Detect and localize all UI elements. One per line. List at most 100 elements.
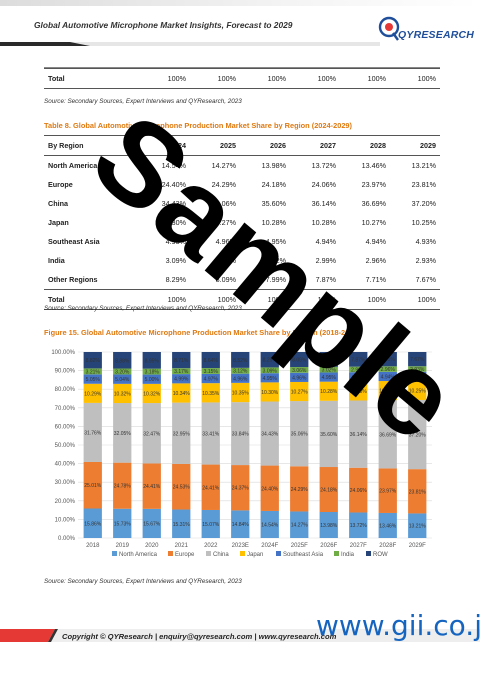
bar-segment [378,468,397,513]
table-cell: 2.96% [365,256,386,265]
bar-segment [231,510,250,538]
bar-segment [231,465,250,511]
bar-segment [378,371,397,382]
data-label: 24.41% [202,485,220,491]
data-label: 4.94% [381,374,396,380]
y-tick-label: 80.00% [55,387,76,393]
data-label: 8.29% [263,358,278,364]
bar-segment [319,352,338,367]
data-label: 15.31% [173,522,191,528]
y-tick-label: 20.00% [55,499,76,505]
legend-label: China [213,552,229,558]
table-cell: China [48,199,68,208]
table-cell: 7.99% [265,275,286,284]
bar-segment [83,402,102,462]
bar-segment [113,368,132,375]
data-label: 3.18% [145,370,160,376]
source-note: Source: Secondary Sources, Expert Interv… [44,305,242,312]
table-cell: 24.40% [161,180,186,189]
table-cell: 4.94% [315,237,336,246]
table-cell: 3.09% [165,256,186,265]
bar-segment [113,508,132,538]
table-cell: 3.06% [215,256,236,265]
x-tick-label: 2019 [116,543,130,549]
table-cell: 14.54% [161,161,186,170]
legend-label: Southeast Asia [283,552,324,558]
table-cell: 100% [190,68,240,89]
data-label: 10.35% [232,391,250,397]
data-label: 7.87% [351,357,366,363]
legend-label: North America [119,552,158,558]
data-label: 3.09% [263,368,278,374]
market-share-table: By Region 2024 2025 2026 2027 2028 2029 … [44,135,440,310]
data-label: 14.54% [261,522,279,528]
data-label: 7.71% [381,357,396,363]
bar-segment [260,367,279,374]
y-tick-label: 60.00% [55,424,76,430]
figure-caption: Figure 15. Global Automotive Microphone … [44,328,360,337]
bar-segment [319,381,338,401]
x-tick-label: 2022 [204,543,218,549]
data-label: 33.84% [232,432,250,438]
bar-segment [378,400,397,469]
bar-segment [83,508,102,538]
data-label: 10.28% [320,389,338,395]
bar-segment [142,403,161,464]
table-cell: 35.06% [211,199,236,208]
header-band [0,0,480,46]
table-caption: Table 8. Global Automotive Microphone Pr… [44,121,353,130]
stacked-bar-chart: 0.00% 10.00% 20.00% 30.00% 40.00% 50.00% 60.00… [51,350,432,558]
data-label: 3.17% [174,369,189,375]
y-tick-label: 100.00% [51,350,75,356]
table-cell: Southeast Asia [48,237,100,246]
legend-swatch [240,551,245,556]
data-label: 14.27% [291,523,309,529]
qyresearch-logo [378,16,400,41]
data-label: 24.41% [143,484,161,490]
logo-text: QYRESEARCH [398,29,475,41]
data-label: 36.14% [350,432,368,438]
data-label: 8.71% [174,358,189,364]
table-cell: 23.97% [361,180,386,189]
bar-segment [172,463,191,510]
bar-segment [172,402,191,464]
table-cell: 8.09% [215,275,236,284]
bar-segment [349,352,368,367]
table-cell: 10.27% [211,218,236,227]
data-label: 15.07% [202,522,220,528]
legend-swatch [168,551,173,556]
bar-segment [260,382,279,402]
table-cell: 4.95% [165,237,186,246]
bar-segment [378,366,397,372]
x-tick-label: 2029F [409,543,426,549]
table-cell: 24.18% [261,180,286,189]
table-cell: 4.94% [365,237,386,246]
bar-segment [113,383,132,404]
data-label: 8.09% [292,358,307,364]
data-label: 4.93% [410,374,425,380]
data-label: 35.06% [291,432,309,438]
bar-segment [260,373,279,383]
table-cell: Total [44,289,140,310]
table-row: Southeast Asia 4.95% 4.96% 4.95% 4.94% 4.94% 4… [44,232,440,251]
table-cell: 3.02% [265,256,286,265]
data-label: 24.37% [232,486,250,492]
data-label: 24.06% [350,488,368,494]
data-label: 4.94% [351,375,366,381]
data-label: 8.88% [115,358,130,364]
footer-copyright: Copyright © QYResearch | enquiry@qyresea… [62,632,337,641]
bar-segment [408,469,427,514]
bar-segment [408,513,427,538]
bar-segment [290,511,309,538]
data-label: 10.28% [350,389,368,395]
bar-segment [113,374,132,384]
legend-swatch [112,551,117,556]
table-cell: 13.21% [411,161,436,170]
top-table-rule [44,67,440,68]
bar-segment [172,383,191,403]
legend-label: Europe [175,552,195,558]
bar-segment [378,352,397,367]
table-cell: 4.93% [415,237,436,246]
data-label: 8.52% [233,358,248,364]
data-label: 5.04% [115,377,130,383]
